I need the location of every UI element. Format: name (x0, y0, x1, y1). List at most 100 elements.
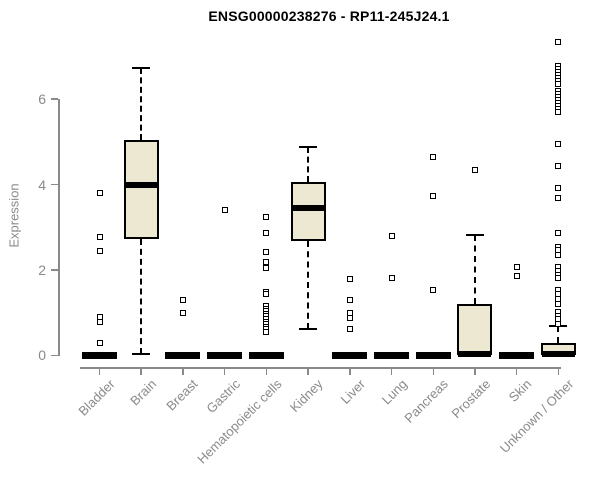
outlier-point-unknown-other (555, 109, 562, 116)
x-axis-line (80, 367, 562, 369)
outlier-point-hematopoietic-cells (263, 213, 270, 220)
outlier-point-breast (179, 310, 186, 317)
upper-whisker-cap-brain (132, 66, 151, 69)
outlier-point-pancreas (430, 286, 437, 293)
outlier-point-hematopoietic-cells (263, 328, 270, 335)
x-tick-label-bladder: Bladder (75, 376, 118, 419)
chart-title: ENSG00000238276 - RP11-245J24.1 (208, 8, 450, 24)
outlier-point-bladder (96, 318, 103, 325)
outlier-point-unknown-other (555, 38, 562, 45)
zero-box-pancreas (415, 351, 451, 359)
y-tick-label: 2 (38, 261, 46, 278)
x-tick (557, 367, 560, 375)
lower-whisker-kidney (307, 241, 310, 329)
outlier-point-bladder (96, 234, 103, 241)
x-tick (349, 367, 351, 375)
box-brain (123, 139, 159, 240)
y-axis-line (58, 99, 60, 357)
zero-box-bladder (82, 351, 117, 359)
zero-box-lung (374, 351, 410, 359)
y-tick (51, 269, 58, 271)
outlier-point-hematopoietic-cells (263, 291, 270, 298)
x-tick (432, 367, 434, 375)
x-tick (265, 367, 268, 375)
box-prostate (457, 303, 493, 356)
zero-box-breast (165, 351, 201, 359)
y-tick (51, 354, 58, 357)
median-prostate (458, 351, 492, 358)
lower-whisker-cap-brain (132, 353, 151, 356)
outlier-point-bladder (96, 247, 103, 254)
outlier-point-unknown-other (555, 320, 562, 327)
lower-whisker-brain (140, 239, 143, 355)
outlier-point-liver (346, 314, 353, 321)
y-tick-label: 4 (38, 176, 46, 193)
outlier-point-unknown-other (555, 230, 562, 237)
outlier-point-liver (346, 275, 353, 282)
median-unknown-other (541, 351, 575, 358)
x-tick-label-liver: Liver (337, 376, 368, 407)
upper-whisker-brain (140, 67, 143, 140)
x-tick-label-pancreas: Pancreas (401, 376, 452, 426)
y-tick-label: 0 (38, 347, 46, 364)
x-tick (307, 367, 309, 375)
outlier-point-skin (513, 272, 520, 279)
y-tick-label: 6 (38, 91, 46, 108)
upper-whisker-prostate (473, 234, 476, 304)
x-tick (182, 367, 184, 375)
x-tick-label-kidney: Kidney (287, 376, 327, 416)
outlier-point-bladder (96, 190, 103, 197)
outlier-point-unknown-other (555, 195, 562, 202)
zero-box-skin (499, 351, 535, 359)
y-tick (51, 98, 58, 100)
outlier-point-hematopoietic-cells (263, 259, 270, 266)
x-tick-label-gastric: Gastric (202, 376, 243, 417)
outlier-point-bladder (96, 339, 103, 346)
outlier-point-unknown-other (555, 300, 562, 307)
x-tick-label-lung: Lung (378, 376, 410, 408)
outlier-point-pancreas (430, 154, 437, 161)
outlier-point-lung (388, 233, 395, 240)
outlier-point-skin (513, 263, 520, 270)
box-kidney (290, 182, 326, 242)
outlier-point-hematopoietic-cells (263, 248, 270, 255)
x-tick (515, 367, 518, 375)
upper-whisker-cap-prostate (465, 233, 484, 236)
outlier-point-pancreas (430, 193, 437, 200)
x-tick (140, 367, 142, 375)
x-tick (390, 367, 393, 375)
outlier-point-liver (346, 297, 353, 304)
outlier-point-hematopoietic-cells (263, 230, 270, 237)
median-kidney (291, 204, 325, 211)
outlier-point-unknown-other (555, 140, 562, 147)
x-tick-label-breast: Breast (163, 376, 201, 414)
outlier-point-unknown-other (555, 275, 562, 282)
zero-box-liver (332, 351, 368, 359)
outlier-point-liver (346, 325, 353, 332)
outlier-point-hematopoietic-cells (263, 265, 270, 272)
outlier-point-gastric (221, 207, 228, 214)
outlier-point-unknown-other (555, 81, 562, 88)
x-tick (474, 367, 476, 375)
lower-whisker-cap-kidney (299, 327, 318, 330)
x-tick-label-brain: Brain (127, 376, 160, 409)
x-tick-label-prostate: Prostate (448, 376, 493, 422)
y-tick (51, 183, 58, 186)
upper-whisker-cap-kidney (299, 146, 318, 149)
outlier-point-unknown-other (555, 185, 562, 192)
x-tick (98, 367, 101, 375)
x-tick (223, 367, 226, 375)
outlier-point-prostate (471, 167, 478, 174)
x-tick-label-skin: Skin (506, 376, 535, 405)
x-tick-label-unknown-other: Unknown / Other (496, 376, 577, 456)
zero-box-hematopoietic-cells (248, 351, 284, 359)
median-brain (124, 181, 158, 188)
outlier-point-unknown-other (555, 251, 562, 258)
outlier-point-unknown-other (555, 162, 562, 169)
upper-whisker-kidney (307, 147, 310, 183)
outlier-point-breast (179, 297, 186, 304)
outlier-point-lung (388, 275, 395, 281)
upper-whisker-unknown-other (557, 325, 560, 344)
